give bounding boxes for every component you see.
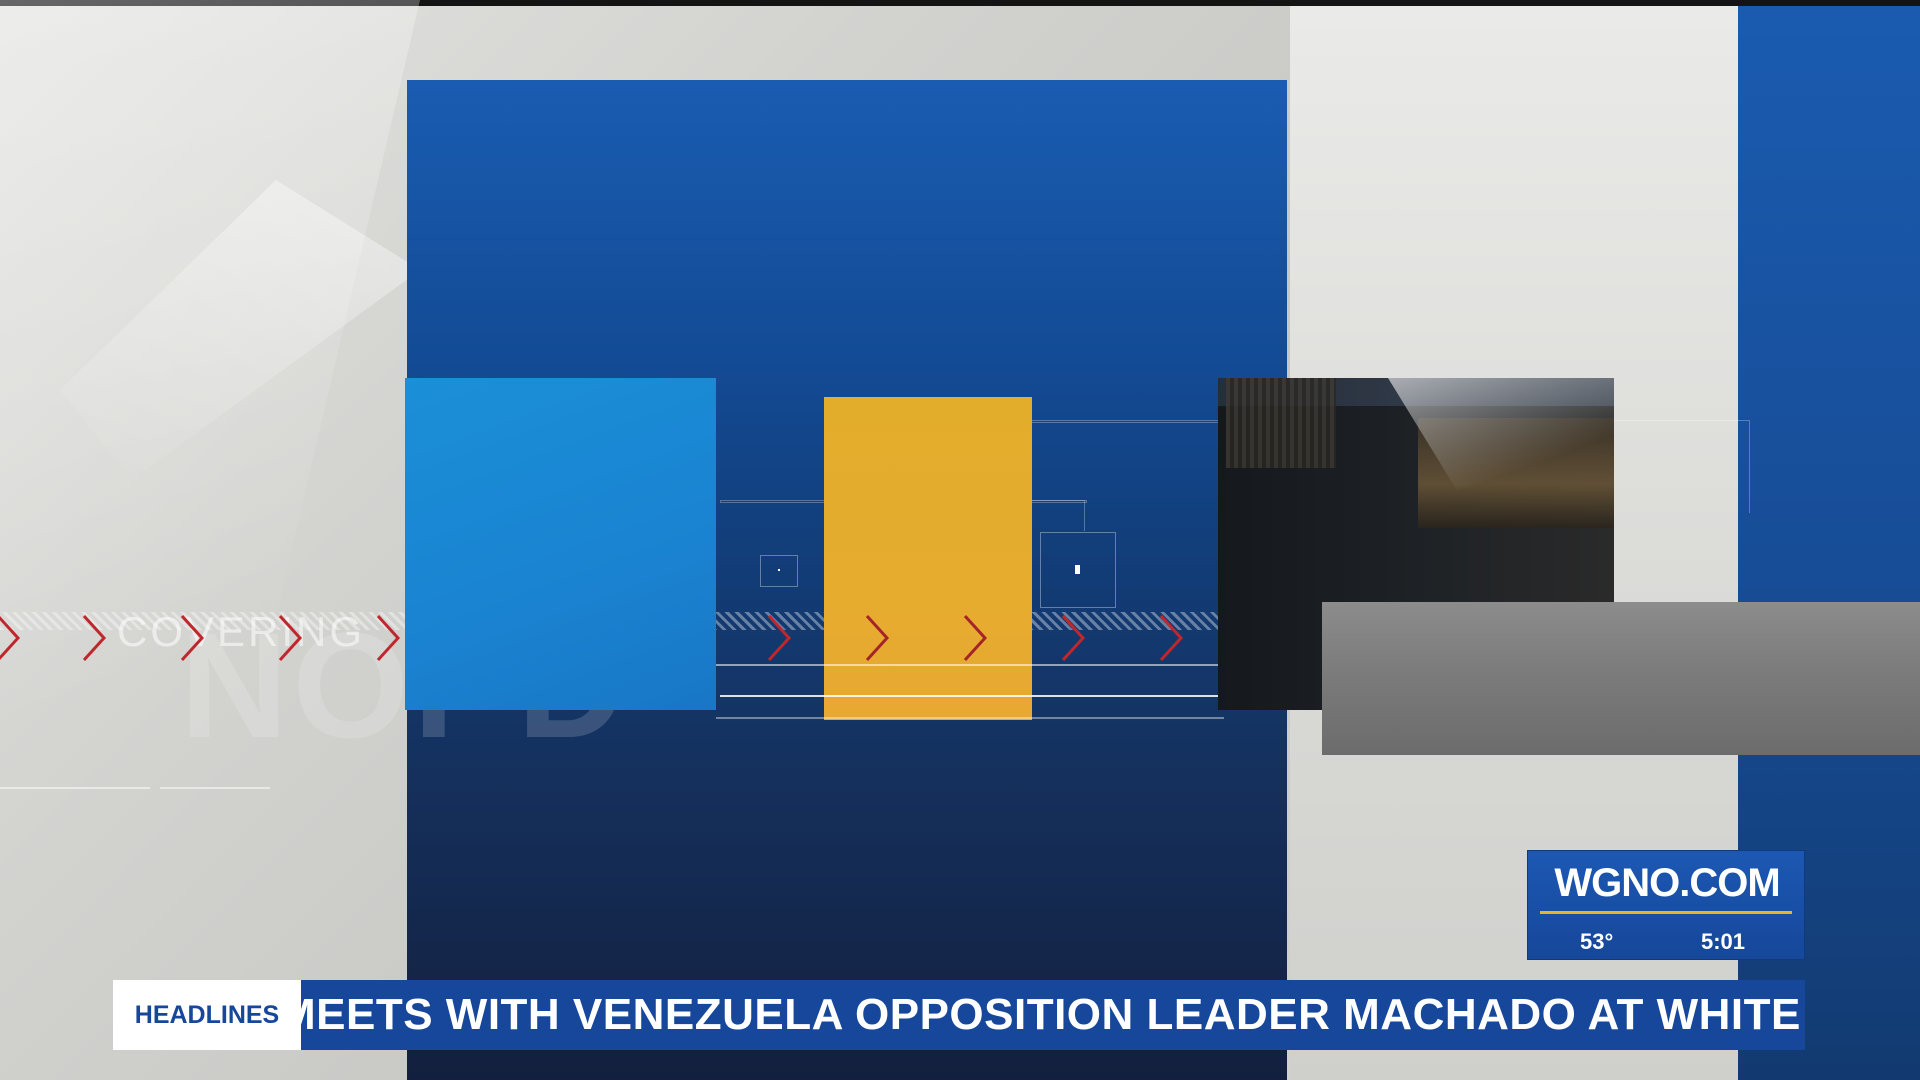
wireframe-dot (778, 569, 780, 571)
ticker-label-box: HEADLINES (113, 980, 301, 1050)
ticker-headline: MEETS WITH VENEZUELA OPPOSITION LEADER M… (301, 990, 1801, 1039)
wireframe-bracket (1032, 500, 1085, 531)
temperature-readout: 53° (1580, 929, 1614, 954)
wireframe-square (760, 555, 798, 587)
ghost-line (0, 787, 150, 789)
white-rule-line (720, 695, 1219, 697)
ghost-line (160, 787, 270, 789)
white-rule-line (716, 717, 1224, 719)
station-bug-underline (1540, 911, 1792, 914)
ticker-crawl: MEETS WITH VENEZUELA OPPOSITION LEADER M… (301, 980, 1805, 1050)
chevron-right-icon (1157, 612, 1187, 664)
gray-block (1322, 602, 1920, 755)
station-website: WGNO.COM (1554, 861, 1780, 905)
wireframe-bracket (1614, 420, 1750, 513)
yellow-block (824, 397, 1032, 720)
wireframe-square (1040, 532, 1116, 608)
chevron-right-icon (961, 612, 991, 664)
chevron-right-icon (1059, 612, 1089, 664)
chevron-right-icon (80, 612, 110, 664)
time-readout: 5:01 (1701, 929, 1746, 954)
background-facet (0, 0, 420, 1080)
ticker-label: HEADLINES (134, 1001, 280, 1029)
watermark-covering: COVERING (117, 608, 366, 655)
chevron-right-icon (863, 612, 893, 664)
top-edge-bar (0, 0, 1920, 6)
chevron-right-icon (374, 612, 404, 664)
news-ticker: HEADLINES MEETS WITH VENEZUELA OPPOSITIO… (113, 980, 1805, 1050)
white-rule-line (716, 664, 1219, 666)
chevron-right-icon (276, 612, 306, 664)
photo-building (1226, 378, 1336, 468)
chevron-right-icon (0, 612, 24, 664)
wireframe-dot (1075, 565, 1080, 574)
station-bug: WGNO.COM 53° 5:01 (1527, 850, 1805, 960)
chevron-right-icon (765, 612, 795, 664)
light-blue-block (405, 378, 716, 710)
chevron-right-icon (178, 612, 208, 664)
